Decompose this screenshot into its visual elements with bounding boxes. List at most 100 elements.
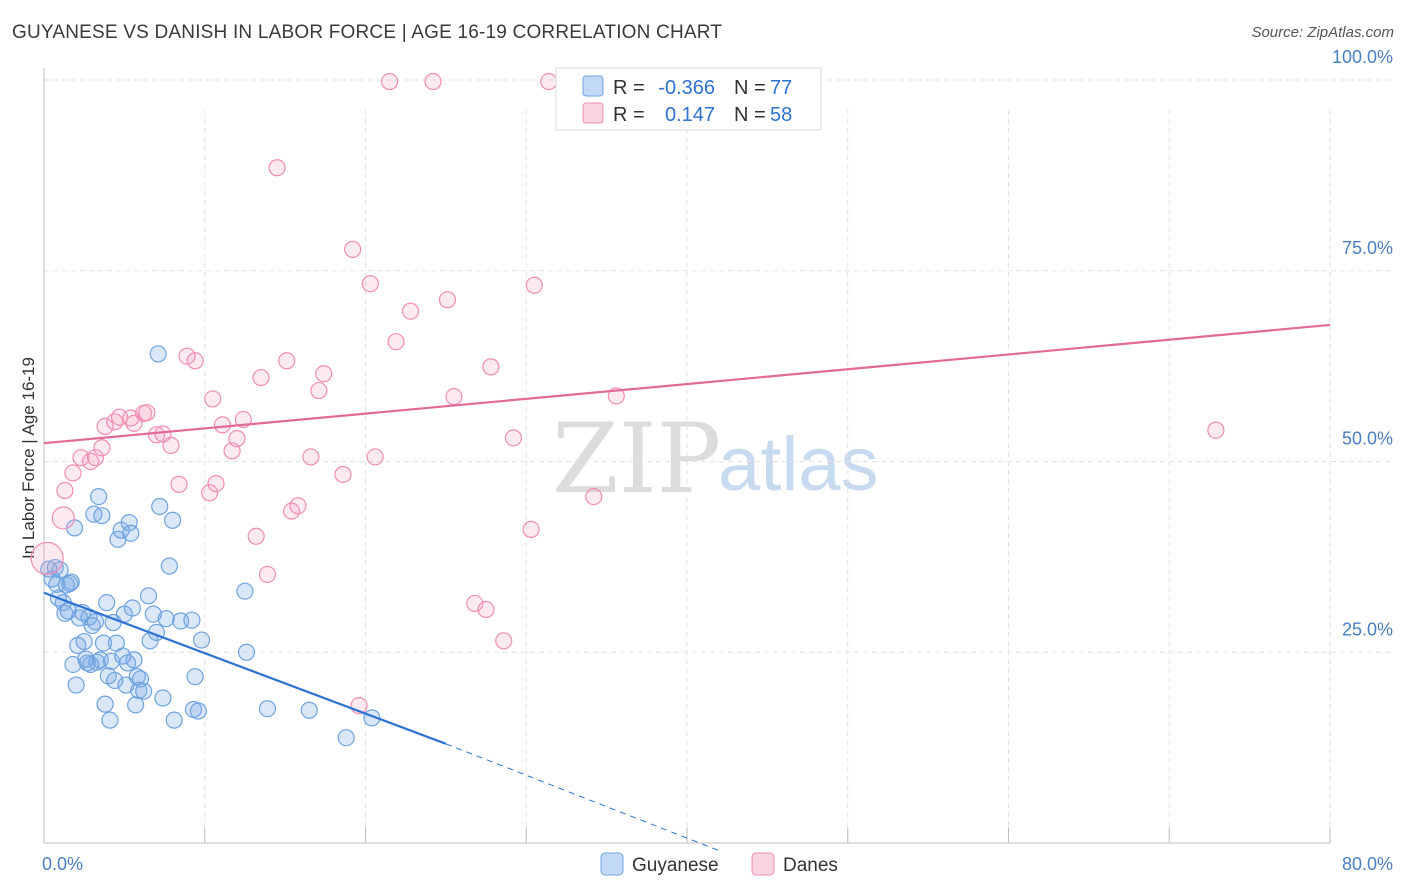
point-danes-4	[72, 449, 90, 467]
point-danes-33	[289, 497, 307, 515]
point-danes-20	[186, 352, 204, 370]
point-danes-15	[147, 426, 166, 444]
point-danes-53	[522, 520, 540, 539]
point-guyanese-40	[123, 599, 142, 617]
point-guyanese-52	[154, 689, 172, 707]
point-guyanese-62	[192, 631, 211, 649]
point-guyanese-4	[51, 561, 69, 579]
point-danes-0	[30, 541, 64, 576]
point-danes-54	[525, 276, 543, 294]
tick-labels: 25.0% 50.0% 75.0% 100.0% 0.0% 80.0%	[42, 47, 1393, 874]
point-danes-49	[477, 600, 495, 619]
point-guyanese-26	[98, 594, 116, 612]
point-danes-38	[344, 240, 362, 258]
point-guyanese-48	[144, 605, 162, 623]
point-danes-30	[258, 565, 277, 584]
point-danes-2	[56, 481, 74, 500]
legend-swatch-danes	[582, 102, 604, 124]
point-danes-19	[178, 347, 196, 365]
point-danes-1	[51, 506, 75, 530]
point-guyanese-39	[122, 524, 140, 542]
point-danes-37	[334, 465, 352, 484]
x-tick-label-0: 0.0%	[42, 854, 83, 874]
point-guyanese-38	[120, 513, 138, 532]
point-guyanese-25	[96, 695, 114, 713]
bottom-legend-swatch-danes	[751, 852, 775, 876]
point-guyanese-69	[56, 604, 74, 622]
point-guyanese-56	[165, 711, 183, 729]
point-guyanese-42	[127, 696, 145, 714]
x-tick-label-80: 80.0%	[1342, 854, 1393, 874]
chart-title: GUYANESE VS DANISH IN LABOR FORCE | AGE …	[12, 22, 723, 43]
watermark: ZIP atlas	[552, 403, 879, 515]
point-guyanese-21	[90, 487, 108, 506]
point-danes-29	[252, 368, 270, 387]
point-guyanese-60	[186, 668, 204, 686]
point-guyanese-65	[258, 700, 277, 718]
point-guyanese-24	[94, 634, 113, 652]
y-tick-label-100: 100.0%	[1332, 47, 1393, 67]
legend-r-value-guyanese: -0.366	[658, 77, 715, 99]
bottom-legend-swatch-guyanese	[600, 852, 624, 876]
point-danes-3	[64, 464, 82, 482]
point-guyanese-63	[236, 582, 254, 600]
watermark-atlas: atlas	[718, 422, 879, 507]
legend-r-value-danes: 0.147	[665, 104, 715, 126]
point-guyanese-58	[183, 611, 201, 629]
trend-line-danes	[43, 323, 1331, 445]
point-danes-42	[381, 72, 399, 91]
point-danes-41	[366, 448, 384, 466]
point-guyanese-66	[300, 701, 318, 719]
point-danes-9	[106, 413, 124, 431]
y-axis-label: In Labor Force | Age 16-19	[19, 357, 38, 559]
watermark-zip: ZIP	[552, 403, 721, 515]
legend-n-label-guyanese: N =	[734, 77, 766, 99]
point-danes-51	[495, 632, 513, 650]
point-guyanese-64	[237, 643, 256, 661]
point-guyanese-11	[67, 676, 85, 694]
point-danes-59	[268, 159, 286, 177]
point-guyanese-17	[82, 655, 100, 674]
point-guyanese-70	[77, 650, 95, 668]
point-guyanese-43	[128, 668, 146, 686]
point-danes-45	[424, 72, 442, 91]
legend-r-label-guyanese: R =	[613, 77, 645, 99]
point-danes-21	[200, 484, 219, 502]
legend-box	[555, 67, 822, 131]
point-guyanese-54	[160, 557, 178, 575]
trend-extension-guyanese	[445, 743, 720, 852]
point-guyanese-71	[88, 653, 106, 671]
legend-n-value-guyanese: 77	[770, 77, 792, 99]
point-guyanese-3	[48, 575, 66, 593]
bottom-legend-label-danes: Danes	[783, 855, 838, 876]
point-guyanese-30	[106, 671, 124, 690]
point-danes-7	[93, 439, 111, 457]
trend-lines	[43, 323, 1331, 852]
y-tick-label-25: 25.0%	[1342, 619, 1393, 639]
point-guyanese-23	[93, 507, 111, 525]
trend-line-guyanese	[43, 591, 447, 745]
point-danes-28	[247, 527, 265, 545]
point-guyanese-67	[337, 729, 355, 747]
point-danes-22	[204, 390, 222, 408]
point-danes-52	[504, 429, 522, 447]
legend-n-value-danes: 58	[770, 104, 792, 126]
point-danes-26	[228, 430, 246, 448]
point-danes-34	[302, 448, 320, 466]
source-credit: Source: ZipAtlas.com	[1251, 24, 1394, 41]
point-danes-35	[310, 381, 328, 400]
point-guyanese-75	[61, 574, 79, 593]
point-danes-46	[438, 291, 457, 309]
series-guyanese	[40, 345, 381, 747]
point-guyanese-55	[164, 511, 182, 529]
point-guyanese-76	[69, 636, 87, 654]
point-guyanese-41	[125, 651, 143, 669]
y-tick-label-75: 75.0%	[1342, 238, 1393, 258]
point-guyanese-46	[135, 682, 153, 700]
point-guyanese-47	[139, 587, 158, 605]
point-guyanese-28	[101, 711, 119, 729]
correlation-legend: R = -0.366 N = 77 R = 0.147 N = 58	[555, 67, 822, 131]
point-danes-56	[585, 487, 603, 506]
point-danes-24	[213, 416, 232, 434]
